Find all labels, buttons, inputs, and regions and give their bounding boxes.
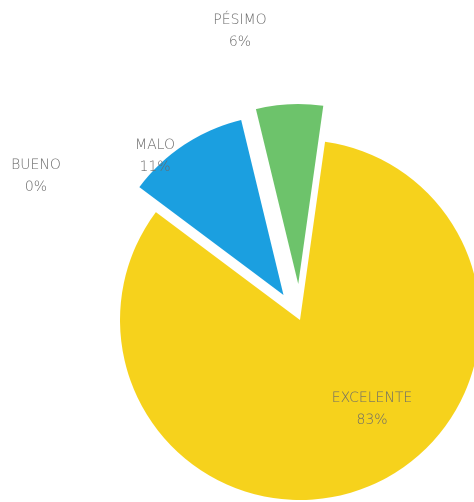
slice-label: EXCELENTE (332, 390, 413, 406)
pie-slice (120, 141, 474, 500)
slice-value-label: 0% (25, 179, 47, 195)
slice-value-label: 6% (229, 34, 251, 50)
slice-label: PÉSIMO (213, 11, 266, 28)
slice-label: MALO (135, 137, 175, 153)
pie-slice (131, 194, 276, 303)
slice-label: BUENO (11, 157, 61, 173)
pie-slice (139, 120, 284, 295)
slice-value-label: 83% (356, 412, 387, 428)
slice-value-label: 11% (139, 159, 170, 175)
pie-slice (255, 104, 324, 285)
